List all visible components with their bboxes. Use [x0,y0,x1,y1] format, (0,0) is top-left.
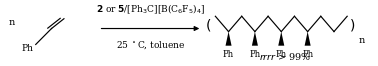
Polygon shape [226,32,232,46]
Polygon shape [278,32,284,46]
Text: $)$: $)$ [349,17,356,33]
Text: n: n [358,36,365,45]
Text: Ph: Ph [249,50,260,59]
Text: $\mathbf{2}$ or $\mathbf{5}$/[Ph$_3$C][B(C$_6$F$_5$)$_4$]: $\mathbf{2}$ or $\mathbf{5}$/[Ph$_3$C][B… [96,3,205,16]
Text: Ph: Ph [302,50,313,59]
Text: n: n [8,18,14,27]
Text: $($: $($ [205,17,212,33]
Text: Ph: Ph [223,50,234,59]
Polygon shape [305,32,311,46]
Text: Ph: Ph [276,50,287,59]
Text: $\mathit{rrrr}$ > 99%: $\mathit{rrrr}$ > 99% [259,51,311,62]
Polygon shape [252,32,258,46]
Text: Ph: Ph [22,44,34,53]
Text: 25 $^\circ$C, toluene: 25 $^\circ$C, toluene [116,40,185,51]
